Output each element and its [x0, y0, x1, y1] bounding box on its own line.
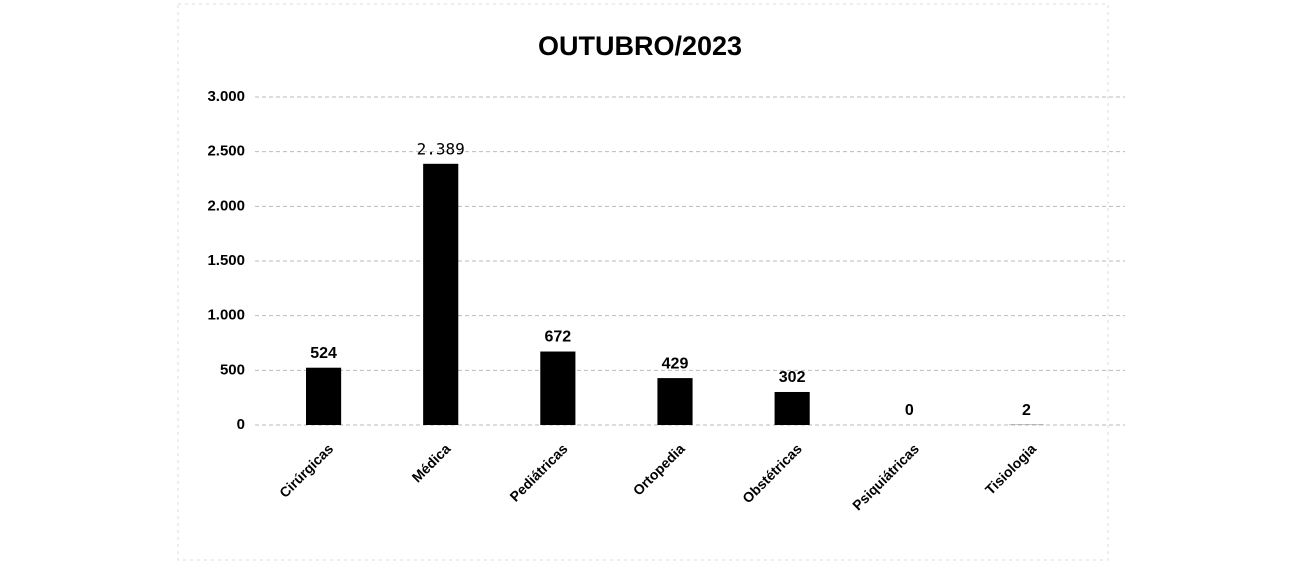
y-tick-label: 3.000 [207, 88, 245, 105]
value-label: 2 [1022, 402, 1031, 419]
value-label: 429 [662, 355, 689, 372]
y-tick-label: 2.000 [207, 197, 245, 214]
y-tick-label: 2.500 [207, 143, 245, 160]
value-label: 2.389 [417, 139, 465, 158]
y-tick-label: 1.000 [207, 307, 245, 324]
bar [774, 391, 810, 425]
y-tick-label: 500 [220, 361, 245, 378]
y-tick-label: 0 [237, 416, 245, 433]
bar [306, 367, 342, 425]
bar [540, 351, 576, 425]
bar [657, 378, 693, 425]
chart-title: OUTUBRO/2023 [538, 31, 742, 61]
value-label: 524 [310, 345, 337, 362]
y-tick-label: 1.500 [207, 252, 245, 269]
value-label: 302 [779, 369, 806, 386]
value-label: 672 [545, 329, 572, 346]
value-label: 0 [905, 402, 914, 419]
chart-frame [177, 3, 1109, 561]
bar [423, 163, 459, 425]
